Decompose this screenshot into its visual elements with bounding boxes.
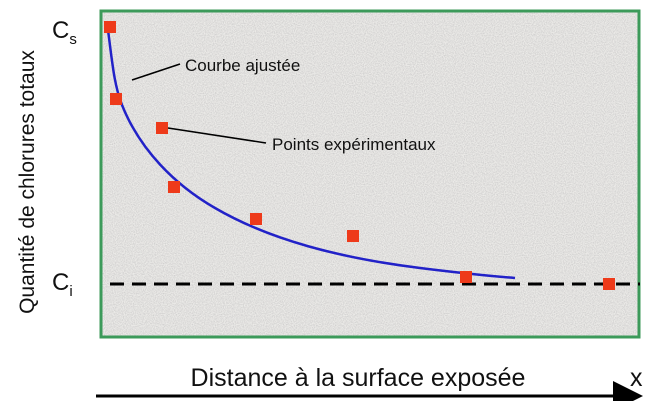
point (110, 93, 122, 105)
initial-level-label: Ci (52, 269, 73, 300)
point (156, 122, 168, 134)
level-base: C (52, 269, 69, 296)
plot-texture (100, 10, 640, 338)
point (460, 271, 472, 283)
point (104, 21, 116, 33)
points-annotation: Points expérimentaux (272, 135, 436, 154)
plot-frame (99, 9, 641, 339)
curve-leader (131, 63, 181, 81)
point (347, 230, 359, 242)
experimental-points (104, 21, 615, 290)
level-sub: i (69, 283, 72, 300)
level-sub: s (69, 31, 77, 48)
point (603, 278, 615, 290)
point (250, 213, 262, 225)
x-axis-symbol: x (630, 364, 643, 392)
points-leader (167, 127, 267, 144)
point (168, 181, 180, 193)
curve-annotation: Courbe ajustée (185, 56, 300, 75)
x-axis-label: Distance à la surface exposée (191, 364, 526, 392)
level-base: C (52, 17, 69, 44)
surface-level-label: Cs (52, 17, 77, 48)
y-axis-label: Quantité de chlorures totaux (16, 50, 39, 314)
